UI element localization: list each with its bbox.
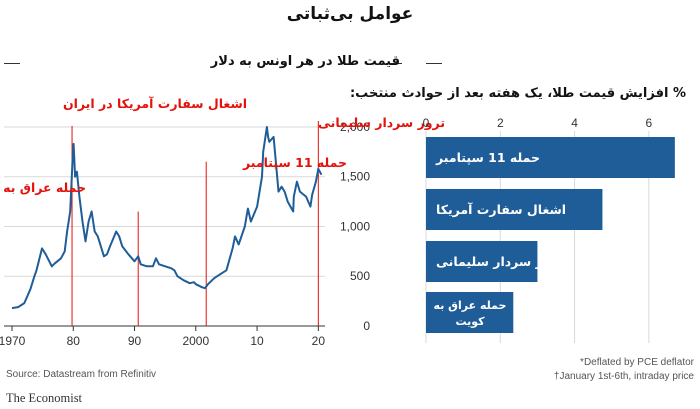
event-label: حمله عراق به کویت [0,180,86,195]
y-tick-label: 500 [350,269,370,283]
bar [426,292,514,333]
bar-x-tick-label: 6 [646,116,653,130]
footnote-deflator: *Deflated by PCE deflator [580,357,694,368]
footnote-intraday: †January 1st-6th, intraday price [553,371,694,382]
left-chart-subtitle: قیمت طلا در هر اونس به دلار [210,54,400,69]
source-note: Source: Datastream from Refinitiv [6,369,157,380]
event-label: حمله 11 سپتامبر [242,155,347,170]
left-subtitle-rule-2 [4,63,20,64]
x-tick-label: 80 [67,334,81,348]
bar-x-tick-label: 4 [571,116,578,130]
y-tick-label: 1,000 [340,219,370,233]
y-tick-label: 0 [363,319,370,333]
y-tick-label: 1,500 [340,170,370,184]
y-tick-label: 2,000 [340,120,370,134]
x-tick-label: 1970 [0,334,26,348]
left-subtitle-rule [386,63,402,64]
bar-label: ترور سردار سلیمانی [436,254,563,269]
gold-price-line [11,126,323,310]
chart-title: عوامل بی‌ثباتی [286,4,414,24]
event-label: اشغال سفارت آمریکا در ایران [63,96,247,111]
bar-label: حمله 11 سپتامبر [435,150,540,165]
right-chart-subtitle: % افزایش قیمت طلا، یک هفته بعد از حوادث … [349,86,686,101]
x-tick-label: 90 [128,334,142,348]
x-tick-label: 10 [250,334,264,348]
x-tick-label: 20 [312,334,326,348]
bar [426,189,603,230]
bar-x-tick-label: 0 [423,116,430,130]
right-subtitle-rule [426,63,442,64]
event-label: ترور سردار سلیمانی [318,115,445,130]
bar [426,137,675,178]
brand-logo-text: The Economist [6,391,83,405]
bar-label: اشغال سفارت آمریکا [436,202,566,217]
bar-x-tick-label: 2 [497,116,504,130]
bar-label-cont: کویت [455,315,485,328]
x-tick-label: 2000 [182,334,209,348]
bar [426,241,538,282]
bar-label: حمله عراق به [434,299,507,312]
